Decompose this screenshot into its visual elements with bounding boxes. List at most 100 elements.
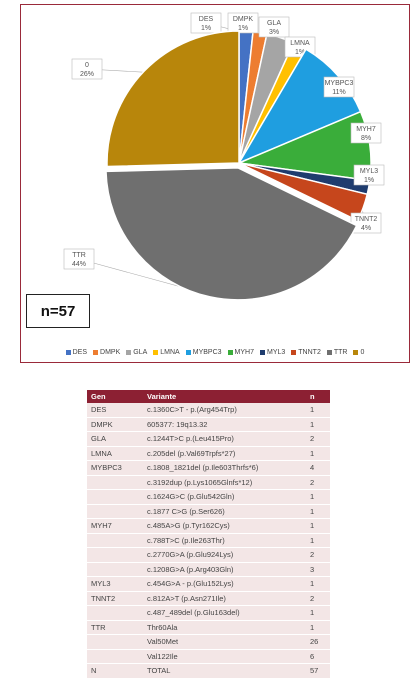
table-cell-gen [87, 489, 143, 505]
table-row: N TOTAL 57 [87, 663, 330, 679]
svg-text:1%: 1% [238, 25, 248, 32]
table-row: MYBPC3 c.1808_1821del (p.Ile603Thrfs*6) 4 [87, 460, 330, 476]
svg-text:26%: 26% [80, 71, 94, 78]
table-row: Val50Met 26 [87, 634, 330, 650]
table-cell-gen: GLA [87, 431, 143, 447]
legend-swatch [326, 349, 332, 355]
table-row: DMPK 605377: 19q13.32 1 [87, 417, 330, 432]
legend-item-des: DES [65, 348, 88, 356]
table-cell-n: 1 [307, 605, 330, 621]
table-cell-n: 2 [307, 591, 330, 606]
data-label-des: DES 1% [190, 12, 222, 34]
legend-swatch [153, 349, 159, 355]
table-cell-n: 1 [307, 504, 330, 519]
legend-item-dmpk: DMPK [93, 349, 120, 356]
table-cell-n: 1 [307, 576, 330, 592]
svg-text:3%: 3% [269, 29, 279, 36]
table-cell-n: 1 [307, 417, 330, 432]
table-cell-gen [87, 533, 143, 548]
table-cell-gen: MYL3 [87, 576, 143, 592]
pie-slice-0 [106, 30, 240, 168]
table-row: c.2770G>A (p.Glu924Lys) 2 [87, 547, 330, 563]
table-row: MYL3 c.454G>A - p.(Glu152Lys) 1 [87, 576, 330, 592]
sample-size-box: n=57 [26, 294, 90, 328]
legend-item-myh7: MYH7 [227, 348, 254, 356]
table-row: MYH7 c.485A>G (p.Tyr162Cys) 1 [87, 518, 330, 534]
table-cell-gen: MYBPC3 [87, 460, 143, 476]
variants-table: Gen Variante n DES c.1360C>T - p.(Arg454T… [87, 390, 330, 679]
legend-label: TTR [333, 348, 348, 356]
table-cell-variante: c.2770G>A (p.Glu924Lys) [143, 547, 307, 563]
legend-label: MYH7 [234, 348, 254, 356]
table-cell-gen: LMNA [87, 446, 143, 461]
table-row: c.487_489del (p.Glu163del) 1 [87, 605, 330, 621]
legend-swatch [185, 349, 191, 355]
table-row: GLA c.1244T>C p.(Leu415Pro) 2 [87, 431, 330, 447]
table-row: DES c.1360C>T - p.(Arg454Trp) 1 [87, 403, 330, 418]
svg-text:DMPK: DMPK [233, 16, 254, 23]
header-variante: Variante [143, 390, 307, 403]
table-cell-variante: Val50Met [143, 634, 307, 650]
table-row: Val122Ile 6 [87, 649, 330, 664]
legend-swatch [65, 349, 71, 355]
table-cell-gen: TNNT2 [87, 591, 143, 606]
table-cell-n: 57 [307, 663, 330, 679]
table-cell-variante: c.1877 C>G (p.Ser626) [143, 504, 307, 519]
legend-label: DES [72, 348, 88, 356]
table-row: c.1624G>C (p.Glu542Gln) 1 [87, 489, 330, 505]
legend-swatch [291, 349, 297, 355]
table-row: c.1208G>A (p.Arg403Gln) 3 [87, 562, 330, 577]
svg-text:44%: 44% [72, 261, 86, 268]
table-body: DES c.1360C>T - p.(Arg454Trp) 1 DMPK 605377:… [87, 403, 330, 679]
svg-text:MYBPC3: MYBPC3 [325, 80, 354, 87]
legend-item-gla: GLA [126, 349, 147, 356]
data-label-tnnt2: TNNT2 4% [350, 212, 382, 234]
table-row: TTR Thr60Ala 1 [87, 620, 330, 635]
svg-text:4%: 4% [361, 225, 371, 232]
table-cell-gen: DES [87, 403, 143, 418]
svg-text:0: 0 [85, 62, 89, 69]
header-n: n [307, 390, 330, 403]
table-cell-variante: c.1624G>C (p.Glu542Gln) [143, 489, 307, 505]
table-cell-variante: c.3192dup (p.Lys1065Glnfs*12) [143, 475, 307, 490]
table-cell-variante: c.812A>T (p.Asn271Ile) [143, 591, 307, 606]
svg-text:MYH7: MYH7 [356, 126, 376, 133]
legend-item-lmna: LMNA [153, 349, 180, 356]
svg-text:GLA: GLA [267, 20, 281, 27]
svg-text:DES: DES [199, 16, 214, 23]
table-cell-variante: Val122Ile [143, 649, 307, 664]
table-row: LMNA c.205del (p.Val69Trpfs*27) 1 [87, 446, 330, 461]
table-cell-n: 1 [307, 489, 330, 505]
table-cell-n: 1 [307, 533, 330, 548]
legend-swatch [353, 349, 359, 355]
table-cell-gen [87, 547, 143, 563]
table-cell-n: 1 [307, 403, 330, 418]
table-cell-n: 4 [307, 460, 330, 476]
table-cell-gen [87, 475, 143, 490]
table-cell-variante: 605377: 19q13.32 [143, 417, 307, 432]
table-cell-gen [87, 504, 143, 519]
legend-swatch [93, 349, 99, 355]
table-cell-variante: c.788T>C (p.Ile263Thr) [143, 533, 307, 548]
table-row: TNNT2 c.812A>T (p.Asn271Ile) 2 [87, 591, 330, 606]
table-cell-n: 2 [307, 475, 330, 490]
table-header-row: Gen Variante n [87, 390, 330, 403]
table-cell-gen [87, 634, 143, 650]
table-cell-n: 6 [307, 649, 330, 664]
table-cell-n: 1 [307, 446, 330, 461]
table-cell-gen: N [87, 663, 143, 679]
table-cell-n: 26 [307, 634, 330, 650]
table-cell-variante: c.487_489del (p.Glu163del) [143, 605, 307, 621]
table-cell-gen [87, 649, 143, 664]
chart-frame: DES 1% DMPK 1% GLA 3% LMNA 1% MYBPC3 11% MYH7 8% MYL… [20, 4, 410, 363]
svg-text:1%: 1% [201, 25, 211, 32]
legend-label: MYBPC3 [192, 348, 222, 356]
table-cell-variante: c.205del (p.Val69Trpfs*27) [143, 446, 307, 461]
table-cell-n: 1 [307, 620, 330, 635]
svg-text:TNNT2: TNNT2 [355, 216, 378, 223]
table-cell-variante: c.1808_1821del (p.Ile603Thrfs*6) [143, 460, 307, 476]
table-cell-gen [87, 562, 143, 577]
data-label-dmpk: DMPK 1% [227, 12, 259, 34]
legend-item-tnnt2: TNNT2 [291, 349, 321, 356]
legend-label: MYL3 [266, 348, 286, 356]
